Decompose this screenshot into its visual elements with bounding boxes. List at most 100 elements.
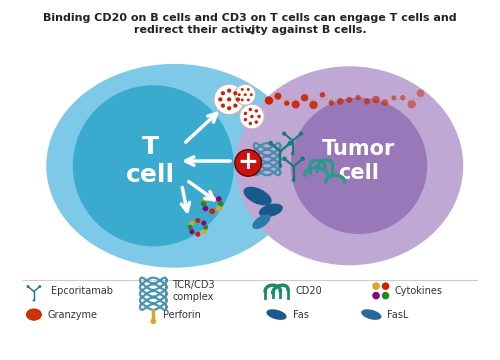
Circle shape — [200, 201, 206, 207]
Circle shape — [227, 89, 232, 93]
Circle shape — [196, 218, 200, 223]
Circle shape — [310, 101, 318, 109]
Circle shape — [254, 120, 258, 124]
Circle shape — [203, 225, 208, 230]
Circle shape — [299, 131, 304, 136]
Circle shape — [382, 292, 390, 300]
Circle shape — [248, 122, 252, 125]
Circle shape — [400, 95, 406, 100]
Circle shape — [372, 96, 380, 103]
Circle shape — [240, 104, 264, 129]
Ellipse shape — [361, 309, 382, 320]
Circle shape — [346, 97, 352, 103]
Circle shape — [209, 193, 215, 199]
Circle shape — [241, 99, 244, 102]
Circle shape — [235, 84, 256, 105]
Circle shape — [227, 106, 232, 111]
Circle shape — [38, 285, 42, 288]
Ellipse shape — [252, 214, 270, 229]
Circle shape — [408, 100, 416, 108]
Circle shape — [73, 85, 234, 246]
Ellipse shape — [46, 64, 302, 268]
Circle shape — [190, 221, 194, 226]
Circle shape — [372, 292, 380, 300]
Circle shape — [247, 99, 250, 102]
Circle shape — [202, 206, 208, 211]
Circle shape — [250, 115, 254, 118]
Circle shape — [233, 104, 237, 108]
Circle shape — [291, 152, 294, 155]
Circle shape — [291, 98, 427, 234]
Text: +: + — [238, 150, 258, 175]
Circle shape — [244, 93, 246, 96]
Circle shape — [202, 196, 208, 202]
Circle shape — [238, 93, 240, 96]
Circle shape — [235, 150, 262, 176]
Circle shape — [282, 131, 286, 136]
Ellipse shape — [26, 309, 42, 320]
Circle shape — [250, 93, 253, 96]
Circle shape — [258, 115, 261, 118]
Ellipse shape — [236, 66, 463, 265]
Text: Binding CD20 on B cells and CD3 on T cells can engage T cells and: Binding CD20 on B cells and CD3 on T cel… — [43, 13, 457, 23]
Text: Tumor
cell: Tumor cell — [322, 139, 396, 183]
Circle shape — [244, 112, 247, 115]
Circle shape — [364, 99, 370, 105]
Circle shape — [196, 231, 200, 237]
Text: FasL: FasL — [388, 310, 409, 320]
Circle shape — [382, 99, 388, 106]
Circle shape — [32, 299, 35, 302]
Circle shape — [292, 178, 296, 182]
Circle shape — [300, 157, 305, 161]
Circle shape — [284, 100, 290, 106]
Circle shape — [188, 225, 193, 230]
Circle shape — [221, 104, 225, 108]
Circle shape — [150, 318, 156, 324]
Circle shape — [328, 100, 334, 105]
Text: Perforin: Perforin — [163, 310, 200, 320]
Text: CD20: CD20 — [296, 286, 322, 296]
Circle shape — [320, 92, 325, 98]
Ellipse shape — [244, 187, 272, 206]
Circle shape — [244, 118, 247, 121]
Circle shape — [233, 91, 237, 95]
Circle shape — [218, 97, 222, 102]
Circle shape — [248, 108, 252, 111]
Circle shape — [274, 93, 281, 100]
Text: T
cell: T cell — [126, 135, 175, 187]
Circle shape — [190, 229, 194, 234]
Circle shape — [26, 285, 30, 288]
Text: TCR/CD3
complex: TCR/CD3 complex — [172, 280, 215, 302]
Circle shape — [216, 206, 222, 211]
Text: redirect their activity against B cells.: redirect their activity against B cells. — [134, 24, 366, 35]
Circle shape — [278, 164, 282, 168]
Circle shape — [372, 282, 380, 290]
Circle shape — [416, 89, 424, 97]
Text: Epcoritamab: Epcoritamab — [51, 286, 113, 296]
Circle shape — [337, 98, 344, 105]
Circle shape — [247, 88, 250, 91]
Circle shape — [254, 109, 258, 113]
Circle shape — [292, 100, 300, 108]
Text: Fas: Fas — [292, 310, 308, 320]
Circle shape — [218, 201, 224, 207]
Ellipse shape — [266, 309, 286, 320]
Circle shape — [265, 96, 273, 105]
Circle shape — [392, 95, 396, 100]
Circle shape — [214, 84, 244, 114]
Text: Cytokines: Cytokines — [394, 286, 442, 296]
Circle shape — [356, 95, 361, 100]
Circle shape — [236, 97, 240, 102]
Circle shape — [227, 97, 232, 102]
Circle shape — [202, 221, 206, 226]
Circle shape — [216, 196, 222, 202]
Text: Granzyme: Granzyme — [47, 310, 97, 320]
Circle shape — [202, 229, 206, 234]
Circle shape — [221, 91, 225, 95]
Circle shape — [301, 94, 308, 102]
Circle shape — [288, 141, 292, 146]
Circle shape — [382, 282, 390, 290]
Circle shape — [209, 208, 215, 214]
Circle shape — [241, 88, 244, 91]
Circle shape — [268, 141, 273, 146]
